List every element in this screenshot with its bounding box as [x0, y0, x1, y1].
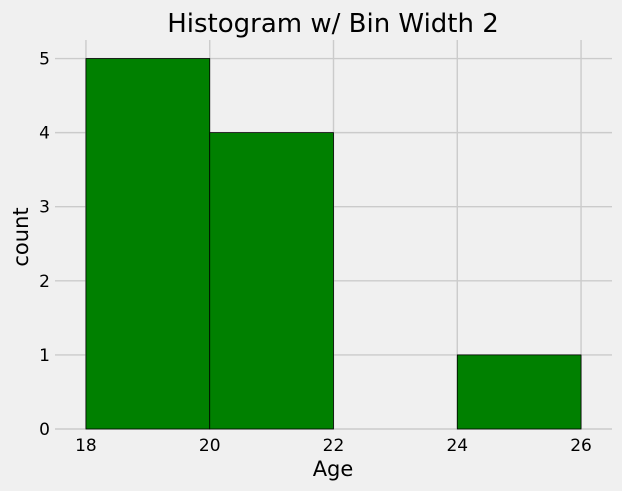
- y-tick-labels: 0 1 2 3 4 5: [39, 50, 50, 440]
- x-tick-labels: 18 20 22 24 26: [75, 436, 592, 456]
- x-tick-label: 26: [570, 436, 592, 456]
- y-tick-label: 0: [39, 420, 50, 440]
- y-tick-label: 2: [39, 272, 50, 292]
- histogram-bar: [85, 58, 211, 430]
- y-tick-label: 3: [39, 198, 50, 218]
- histogram-bar: [456, 354, 582, 430]
- chart-title: Histogram w/ Bin Width 2: [167, 9, 499, 39]
- x-tick-label: 18: [75, 436, 97, 456]
- bars: [85, 58, 582, 430]
- histogram-bar: [209, 132, 334, 430]
- y-tick-label: 1: [39, 346, 50, 366]
- x-tick-label: 24: [446, 436, 468, 456]
- y-tick-label: 5: [39, 50, 50, 70]
- x-axis-label: Age: [313, 457, 354, 481]
- y-tick-label: 4: [39, 124, 50, 144]
- y-axis-label: count: [9, 207, 33, 266]
- x-tick-label: 22: [323, 436, 345, 456]
- x-tick-label: 20: [199, 436, 221, 456]
